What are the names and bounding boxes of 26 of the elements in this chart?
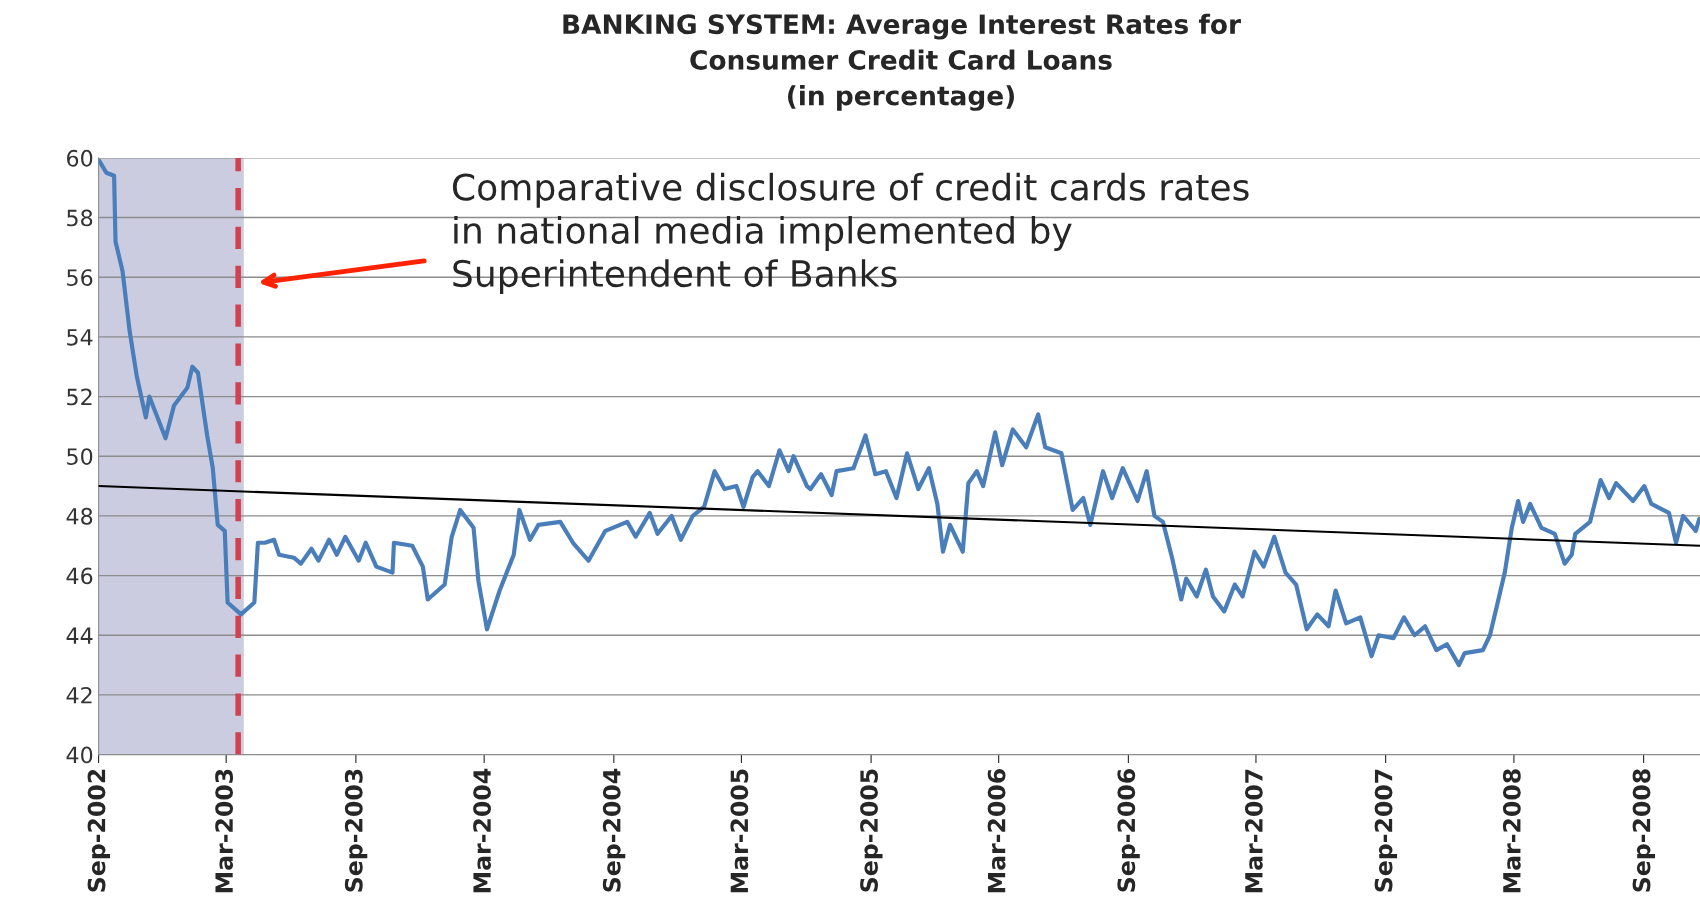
- y-tick-label: 50: [67, 448, 93, 465]
- x-tick-label: Sep-2003: [344, 769, 368, 892]
- x-tick-label: Mar-2004: [473, 768, 491, 893]
- x-tick-label: Sep-2004: [602, 768, 626, 892]
- y-tick-label: 40: [66, 746, 93, 764]
- x-tick-label: Sep-2002: [87, 769, 111, 892]
- x-tick-label: Sep-2007: [1374, 769, 1398, 892]
- y-tick-label: 52: [67, 388, 92, 406]
- x-tick-label: Mar-2008: [1502, 769, 1521, 893]
- x-tick-label: Mar-2005: [730, 769, 749, 893]
- y-tick-label: 42: [66, 686, 92, 704]
- x-tick-label: Mar-2007: [1244, 769, 1263, 893]
- x-tick-label: Mar-2003: [215, 769, 234, 893]
- y-tick-label: 56: [67, 269, 93, 286]
- x-tick-label: Sep-2005: [860, 769, 883, 892]
- chart-title: BANKING SYSTEM: Average Interest Rates for Consumer Credit Card Loans (in percentage): [563, 13, 1241, 111]
- y-tick-label: 44: [66, 627, 93, 644]
- y-tick-label: 48: [66, 507, 93, 525]
- x-tick-label: Sep-2006: [1117, 769, 1140, 892]
- y-tick-label: 46: [66, 567, 93, 585]
- y-tick-label: 60: [67, 149, 93, 167]
- x-tick-label: Mar-2006: [987, 769, 1006, 893]
- y-tick-label: 58: [67, 209, 93, 227]
- y-tick-label: 54: [67, 329, 93, 346]
- annotation: Comparative disclosure of credit cards rates in national media implemented by Superintendent of Banks: [452, 172, 1249, 295]
- x-tick-label: Sep-2008: [1632, 769, 1656, 892]
